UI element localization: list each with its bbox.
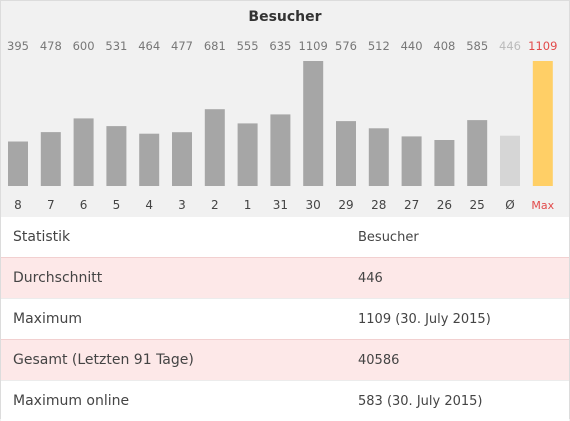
- category-label: 7: [47, 198, 55, 212]
- category-label: 5: [113, 198, 121, 212]
- header-statistik: Statistik: [13, 229, 71, 245]
- value-label: 1109: [528, 39, 557, 53]
- value-label: 395: [7, 39, 29, 53]
- table-row-average: Durchschnitt 446: [1, 257, 569, 298]
- category-label: 28: [371, 198, 386, 212]
- value-label: 512: [368, 39, 390, 53]
- bar-2: [204, 109, 225, 186]
- visitor-bar-chart: 395 8 478 7 600 6 531 5 464 4 477 3 681 2 555 1 635 31 110…: [7, 39, 557, 212]
- table-row-maximum: Maximum 1109 (30. July 2015): [1, 298, 569, 339]
- category-label: Ø: [505, 198, 514, 212]
- bar-Ø: [500, 135, 520, 186]
- row-value: 40586: [358, 352, 400, 368]
- value-label: 446: [499, 39, 521, 53]
- bar-5: [106, 126, 127, 186]
- row-label: Durchschnitt: [13, 270, 103, 286]
- bar-29: [336, 121, 356, 186]
- bar-26: [434, 140, 455, 186]
- bar-8: [8, 141, 28, 186]
- bar-Max: [532, 61, 553, 186]
- bar-3: [172, 132, 192, 186]
- bar-7: [40, 132, 61, 186]
- bar-28: [368, 128, 389, 186]
- category-label: 3: [178, 198, 186, 212]
- category-label: 2: [211, 198, 219, 212]
- bar-1: [237, 123, 258, 186]
- chart-title: Besucher: [248, 9, 322, 25]
- value-label: 464: [138, 39, 160, 53]
- value-label: 477: [171, 39, 193, 53]
- row-label: Maximum online: [13, 393, 130, 409]
- statistics-table: Statistik Besucher Durchschnitt 446 Maxi…: [1, 217, 569, 421]
- bar-31: [270, 114, 291, 186]
- category-label: 8: [14, 198, 22, 212]
- category-label: 25: [470, 198, 485, 212]
- value-label: 681: [204, 39, 226, 53]
- category-label: 27: [404, 198, 419, 212]
- value-label: 531: [105, 39, 127, 53]
- table-row-total: Gesamt (Letzten 91 Tage) 40586: [1, 339, 569, 380]
- category-label: 26: [437, 198, 452, 212]
- row-label: Gesamt (Letzten 91 Tage): [13, 352, 194, 368]
- bar-30: [303, 61, 324, 186]
- category-label: 29: [338, 198, 353, 212]
- table-header-row: Statistik Besucher: [1, 217, 569, 257]
- value-label: 576: [335, 39, 357, 53]
- value-label: 408: [433, 39, 455, 53]
- row-label: Maximum: [13, 311, 82, 327]
- row-value: 1109 (30. July 2015): [358, 311, 491, 327]
- table-row-max-online: Maximum online 583 (30. July 2015): [1, 380, 569, 421]
- value-label: 555: [237, 39, 259, 53]
- category-label: 1: [244, 198, 252, 212]
- value-label: 600: [73, 39, 95, 53]
- category-label: 6: [80, 198, 88, 212]
- value-label: 440: [401, 39, 423, 53]
- value-label: 635: [269, 39, 291, 53]
- value-label: 1109: [299, 39, 328, 53]
- category-label: 4: [145, 198, 153, 212]
- category-label: 31: [273, 198, 288, 212]
- category-label: Max: [531, 199, 554, 212]
- row-value: 583 (30. July 2015): [358, 393, 483, 409]
- category-label: 30: [306, 198, 321, 212]
- bar-6: [73, 118, 94, 186]
- bar-25: [467, 120, 488, 186]
- bar-4: [139, 133, 160, 186]
- header-besucher: Besucher: [358, 229, 419, 245]
- value-label: 478: [40, 39, 62, 53]
- row-value: 446: [358, 270, 383, 286]
- bar-27: [401, 136, 422, 186]
- value-label: 585: [466, 39, 488, 53]
